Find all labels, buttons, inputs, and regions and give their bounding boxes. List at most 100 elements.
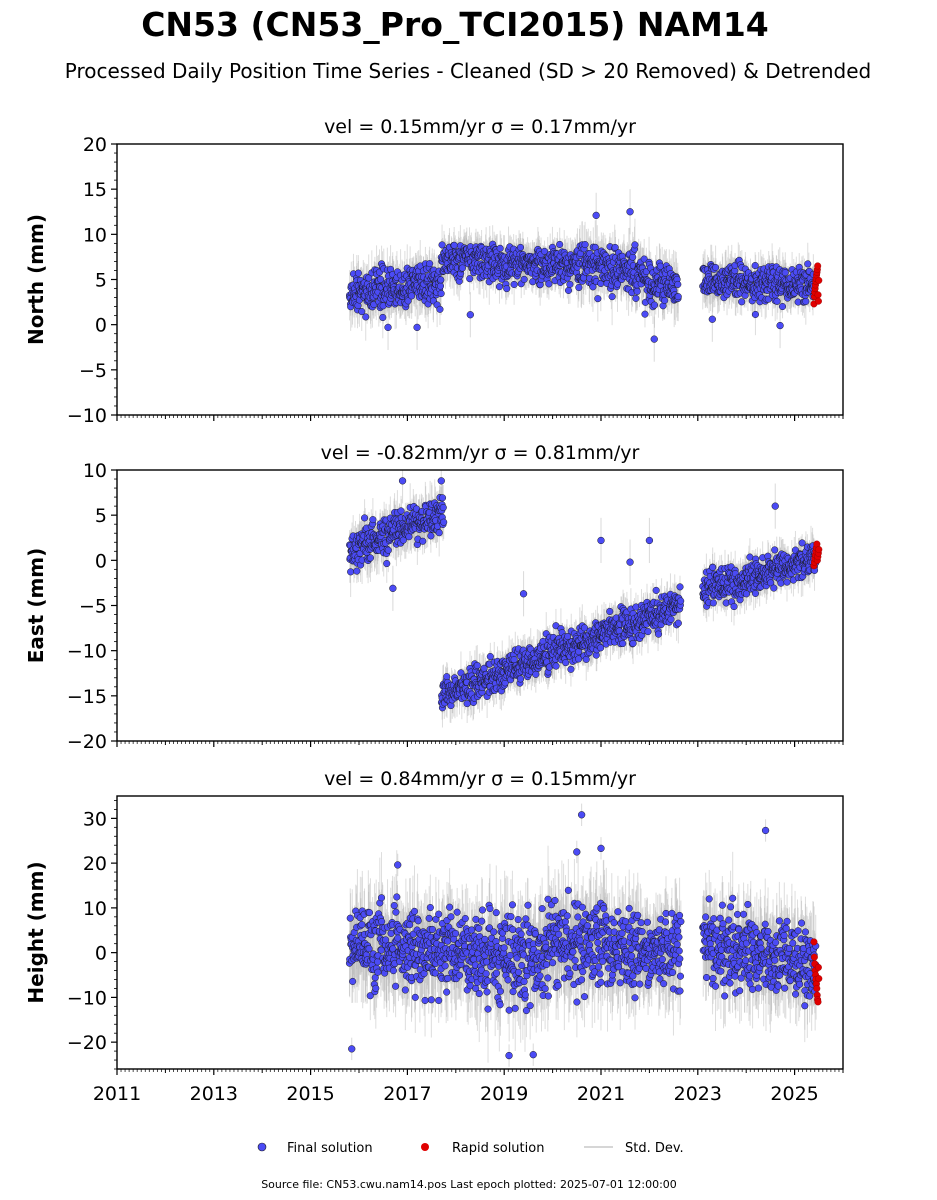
north-final-point-1060: [712, 263, 720, 272]
north-final-point-885: [631, 241, 639, 249]
north-final-point-287: [438, 241, 446, 249]
north-ytick-label-3: 5: [95, 270, 107, 292]
north-final-point-1183: [751, 310, 759, 319]
north-ytick-label-6: 20: [83, 134, 107, 156]
east-final-point-4: [347, 568, 355, 576]
north-final-outlier-2: [650, 335, 658, 343]
north-final-point-283: [437, 276, 445, 284]
east-final-point-289: [438, 494, 447, 502]
north-final-point-541: [520, 275, 528, 283]
north-final-point-60: [365, 274, 373, 282]
north-rapid-point-11: [814, 291, 822, 299]
east-final-point-445: [486, 652, 494, 661]
north-ylabel: North (mm): [24, 214, 48, 345]
north-final-point-1339: [802, 297, 810, 306]
north-ytick-label-0: −10: [67, 405, 107, 427]
east-final-point-404: [473, 661, 481, 670]
north-final-point-38: [358, 307, 366, 316]
north-final-outlier-6: [708, 315, 716, 323]
north-panel: −10 −5 0 5 10 15 20 vel = 0.15mm/yr σ = 0.17mm/…: [24, 116, 844, 427]
north-final-outlier-1: [592, 211, 600, 220]
north-final-point-96: [377, 275, 385, 283]
north-final-point-182: [404, 297, 412, 305]
north-ytick-label-2: 0: [95, 315, 107, 337]
east-final-point-73: [369, 516, 377, 524]
north-final-outlier-5: [413, 323, 421, 332]
north-final-point-373: [466, 275, 474, 283]
north-panel-title: vel = 0.15mm/yr σ = 0.17mm/yr: [324, 116, 636, 138]
north-final-point-487: [503, 285, 511, 293]
north-final-point-467: [496, 244, 504, 252]
north-final-point-604: [540, 247, 549, 255]
north-final-point-888: [632, 294, 640, 302]
north-final-point-618: [545, 280, 553, 288]
east-final-point-185: [405, 533, 413, 541]
east-final-point-292: [440, 518, 448, 526]
north-final-point-325: [450, 241, 458, 249]
north-final-point-530: [516, 243, 525, 251]
east-final-point-586: [532, 670, 540, 678]
north-rapid-point-12: [814, 297, 822, 305]
north-rapid-point-10: [814, 262, 822, 270]
east-final-point-253: [427, 532, 435, 540]
north-final-outlier-3: [466, 311, 474, 319]
north-ytick-label-1: −5: [79, 360, 107, 382]
north-final-point-1250: [773, 297, 781, 305]
north-final-point-510: [510, 280, 518, 289]
north-final-point-1182: [751, 262, 759, 270]
north-final-point-916: [641, 310, 649, 318]
north-final-point-814: [608, 293, 616, 301]
north-final-point-103: [379, 313, 387, 322]
north-final-outlier-7: [776, 321, 784, 330]
north-final-point-282: [436, 282, 444, 290]
north-final-point-679: [564, 286, 573, 294]
north-final-point-1345: [804, 260, 812, 268]
north-rapid-point-13: [815, 276, 823, 284]
north-ytick-label-5: 15: [83, 179, 107, 201]
north-final-outlier-0: [626, 208, 634, 216]
north-ytick-label-4: 10: [83, 224, 107, 246]
north-final-point-350: [458, 264, 466, 272]
north-final-point-683: [566, 280, 574, 288]
north-final-point-1140: [738, 298, 746, 306]
north-final-point-892: [633, 287, 641, 295]
east-final-point-373: [463, 700, 471, 708]
east-final-point-160: [397, 507, 405, 515]
north-final-point-945: [650, 301, 659, 309]
north-final-point-730: [581, 241, 589, 249]
north-final-point-831: [613, 280, 622, 288]
east-final-point-309: [443, 673, 451, 681]
east-final-point-120: [384, 546, 392, 554]
east-final-point-291: [439, 504, 447, 512]
north-final-point-913: [640, 255, 648, 263]
east-final-point-47: [361, 514, 369, 522]
north-final-point-1276: [781, 269, 789, 277]
east-final-point-538: [517, 675, 525, 683]
north-final-point-50: [362, 313, 370, 321]
figure-title: CN53 (CN53_Pro_TCI2015) NAM14: [141, 5, 769, 44]
east-final-point-65: [366, 554, 374, 562]
north-final-point-248: [426, 260, 434, 268]
east-final-point-278: [435, 529, 443, 537]
north-points: [346, 208, 823, 343]
north-final-point-280: [436, 305, 444, 313]
east-final-point-228: [419, 537, 427, 545]
north-final-point-193: [408, 292, 416, 300]
north-final-point-28: [354, 269, 362, 277]
north-final-point-1017: [674, 280, 682, 288]
north-final-outlier-4: [384, 323, 392, 332]
north-final-point-651: [556, 240, 564, 249]
north-final-point-823: [611, 243, 619, 252]
north-final-point-465: [495, 283, 504, 291]
east-final-point-116: [383, 560, 391, 568]
east-points: [346, 477, 823, 712]
north-final-point-284: [437, 289, 445, 298]
north-final-point-977: [661, 296, 669, 305]
figure-subtitle: Processed Daily Position Time Series - C…: [65, 59, 871, 83]
north-final-point-711: [575, 283, 583, 292]
east-final-point-23: [353, 567, 361, 575]
north-final-point-1267: [778, 303, 787, 311]
north-final-point-770: [594, 295, 602, 303]
